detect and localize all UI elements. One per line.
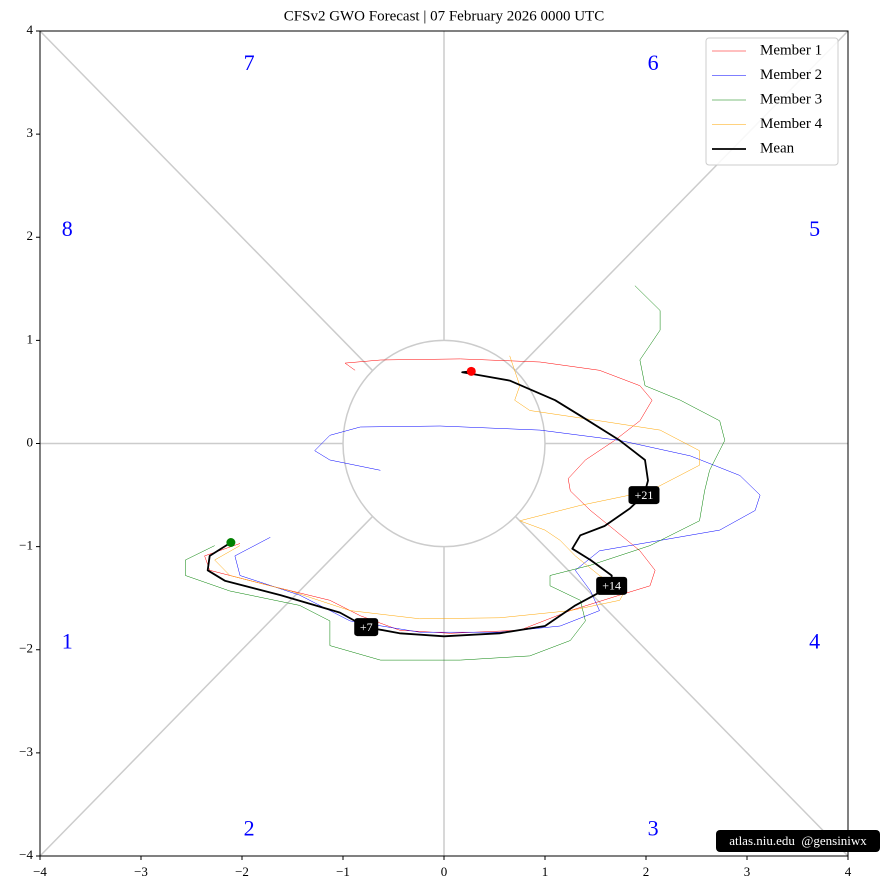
phase-line <box>39 30 374 372</box>
phase-label: 2 <box>244 815 255 840</box>
y-tick-label: −4 <box>19 847 33 862</box>
y-tick-label: −3 <box>19 744 33 759</box>
legend-label: Member 1 <box>760 42 822 58</box>
legend-box <box>705 37 839 166</box>
series-line <box>234 425 761 633</box>
annotation-box <box>354 618 379 637</box>
x-tick-label: −4 <box>33 864 47 879</box>
y-tick-label: −1 <box>19 538 33 553</box>
x-tick-label: 0 <box>441 864 448 879</box>
annotation-text: +21 <box>635 488 654 502</box>
watermark-box <box>716 830 880 852</box>
phase-line <box>514 515 849 857</box>
x-tick-label: −3 <box>134 864 148 879</box>
phase-label: 6 <box>648 50 659 75</box>
x-tick-label: 2 <box>643 864 650 879</box>
annotation-box <box>596 576 628 595</box>
phase-label: 5 <box>809 216 820 241</box>
y-tick-label: 0 <box>27 434 34 449</box>
legend-label: Mean <box>760 140 795 156</box>
annotation-box <box>628 486 660 505</box>
y-tick-label: 4 <box>27 22 34 37</box>
y-tick-label: 1 <box>27 331 34 346</box>
phase-label: 1 <box>62 629 73 654</box>
y-tick-label: 2 <box>27 228 34 243</box>
phase-label: 4 <box>809 629 820 654</box>
annotation-text: +7 <box>360 620 373 634</box>
series-line <box>185 285 726 661</box>
phase-line <box>39 515 374 857</box>
x-tick-label: 1 <box>542 864 549 879</box>
series-line <box>206 370 649 638</box>
x-tick-label: −2 <box>235 864 249 879</box>
series-line <box>214 355 700 620</box>
phase-label: 8 <box>62 216 73 241</box>
y-tick-label: 3 <box>27 125 34 140</box>
legend-label: Member 4 <box>760 116 823 132</box>
annotation-text: +14 <box>602 579 621 593</box>
x-tick-label: 3 <box>744 864 751 879</box>
y-tick-label: −2 <box>19 641 33 656</box>
legend-label: Member 2 <box>760 67 822 83</box>
start-point <box>226 538 236 547</box>
end-point <box>466 366 476 376</box>
phase-label: 7 <box>244 50 255 75</box>
chart-title: CFSv2 GWO Forecast | 07 February 2026 00… <box>284 8 604 24</box>
legend-label: Member 3 <box>760 91 822 107</box>
phase-label: 3 <box>648 815 659 840</box>
watermark: atlas.niu.edu @gensiniwx <box>729 833 867 848</box>
x-tick-label: 4 <box>845 864 852 879</box>
x-tick-label: −1 <box>336 864 350 879</box>
